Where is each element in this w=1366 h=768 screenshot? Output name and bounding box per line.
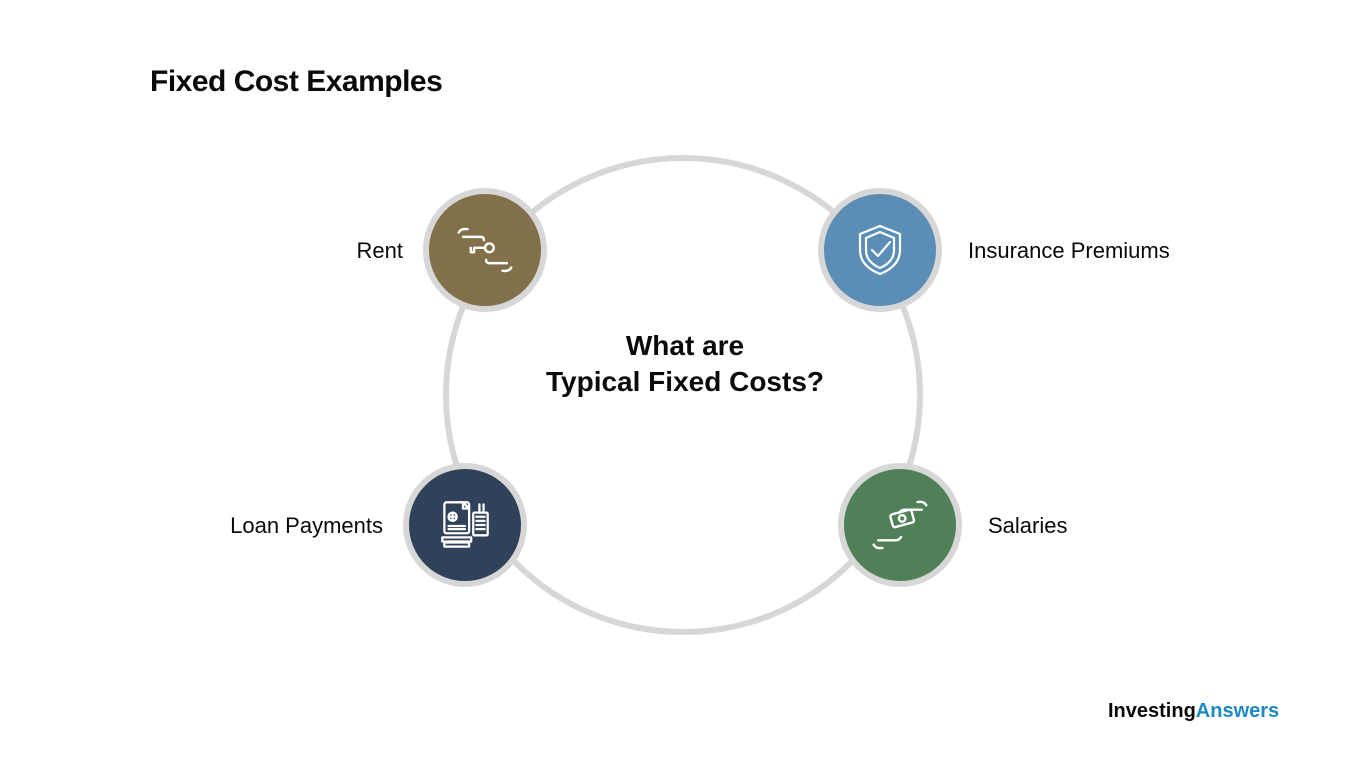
center-line-1: What are [520,328,850,364]
keys-hands-icon [450,215,520,285]
node-salaries [838,463,962,587]
brand-logo: InvestingAnswers [1108,700,1279,723]
label-insurance: Insurance Premiums [968,238,1268,264]
shield-check-icon [848,218,912,282]
loan-doc-icon [432,492,498,558]
brand-part-2: Answers [1196,700,1279,722]
label-rent: Rent [320,238,403,264]
page: Fixed Cost Examples What are Typical Fix… [0,0,1366,768]
label-salaries: Salaries [988,513,1138,539]
node-insurance [818,188,942,312]
brand-part-1: Investing [1108,700,1196,722]
center-line-2: Typical Fixed Costs? [520,364,850,400]
label-loans: Loan Payments [170,513,383,539]
node-rent [423,188,547,312]
page-title: Fixed Cost Examples [150,65,442,99]
center-question: What are Typical Fixed Costs? [520,328,850,401]
money-hands-icon [865,490,935,560]
node-loans [403,463,527,587]
